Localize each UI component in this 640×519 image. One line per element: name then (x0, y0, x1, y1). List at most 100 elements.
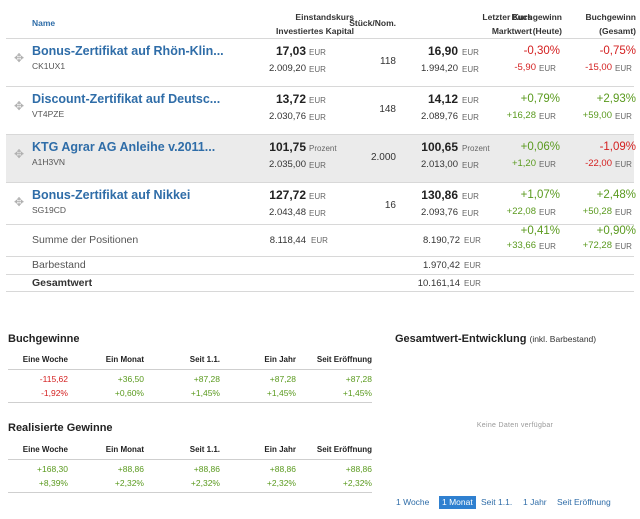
position-wkn: CK1UX1 (32, 61, 66, 71)
summary-today-unit: EUR (539, 242, 556, 251)
position-last-price: 16,90 (427, 44, 458, 58)
position-market-unit: EUR (462, 113, 479, 122)
header-letzter-kurs[interactable]: Letzter Kurs Marktwert (414, 10, 532, 38)
buchgewinne-title: Buchgewinne (8, 333, 80, 345)
position-row: ✥ Bonus-Zertifikat auf Rhön-Klin... CK1UX1… (6, 38, 636, 86)
drag-handle-icon[interactable]: ✥ (14, 51, 25, 65)
position-invested-unit: EUR (309, 65, 326, 74)
position-market-unit: EUR (462, 161, 479, 170)
range-seit-eroeffnung[interactable]: Seit Eröffnung (557, 497, 611, 507)
cash-value: 1.970,42 (423, 260, 460, 271)
total-label: Gesamtwert (32, 277, 93, 289)
drag-handle-icon[interactable]: ✥ (14, 147, 25, 161)
position-invested: 2.030,76 (269, 111, 306, 122)
position-buy-unit: EUR (309, 48, 326, 57)
header-buchgewinn-gesamt[interactable]: Buchgewinn (Gesamt) (570, 10, 636, 38)
buchgewinne-abs-cell: +87,28 (269, 374, 296, 384)
position-market-value: 2.089,76 (421, 111, 458, 122)
realisierte-pct-cell: +2,32% (266, 478, 296, 488)
position-invested: 2.035,00 (269, 159, 306, 170)
position-today-unit: EUR (539, 64, 556, 73)
summary-label: Summe der Positionen (32, 234, 139, 246)
summary-row: Summe der Positionen 8.118,44 EUR 8.190,… (6, 224, 636, 256)
position-row: ✥ Bonus-Zertifikat auf Nikkei SG19CD 127,72… (6, 182, 636, 230)
realisierte-pct-cell: +2,32% (342, 478, 372, 488)
realisierte-pct-cell: +2,32% (114, 478, 144, 488)
position-quantity: 2.000 (370, 152, 396, 163)
position-buy-price: 101,75 (269, 140, 306, 154)
range-1-jahr[interactable]: 1 Jahr (523, 497, 547, 507)
chart-title: Gesamtwert-Entwicklung (inkl. Barbestand… (395, 333, 596, 345)
chart-area: Keine Daten verfügbar (395, 360, 635, 490)
position-market-value: 2.093,76 (421, 207, 458, 218)
header-buchgewinn-label: Buchgewinn (511, 12, 562, 22)
summary-today-pct: +0,41% (520, 225, 560, 237)
position-last-price: 100,65 (421, 140, 458, 154)
drag-handle-icon[interactable]: ✥ (14, 195, 25, 209)
realisierte-header-cell: Seit Eröffnung (316, 445, 372, 454)
divider (8, 492, 372, 493)
total-row: Gesamtwert 10.161,14 EUR (6, 274, 634, 292)
position-title-link[interactable]: KTG Agrar AG Anleihe v.2011... (32, 140, 216, 154)
buchgewinne-header-cell: Seit Eröffnung (316, 355, 372, 364)
buchgewinne-header-cell: Eine Woche (22, 355, 68, 364)
range-seit-1-1[interactable]: Seit 1.1. (481, 497, 513, 507)
drag-handle-icon[interactable]: ✥ (14, 99, 25, 113)
summary-total-pct: +0,90% (596, 225, 636, 237)
portfolio-table-header: Name Einstandskurs Investiertes Kapital S… (6, 8, 636, 38)
header-buchgewinn-label: Buchgewinn (585, 12, 636, 22)
position-total-pct: +2,93% (596, 93, 636, 105)
realisierte-abs-cell: +88,86 (345, 464, 372, 474)
position-today-pct: +0,79% (520, 93, 560, 105)
position-last-unit: EUR (462, 48, 479, 57)
header-einstandskurs-label: Einstandskurs (295, 12, 354, 22)
realisierte-header-cell: Seit 1.1. (189, 445, 220, 454)
buchgewinne-pct-cell: +0,60% (114, 388, 144, 398)
position-buy-unit: EUR (309, 96, 326, 105)
position-title-link[interactable]: Bonus-Zertifikat auf Nikkei (32, 188, 191, 202)
position-today-abs: +1,20 (511, 158, 536, 169)
position-total-pct: +2,48% (596, 189, 636, 201)
position-market-unit: EUR (462, 209, 479, 218)
position-total-unit: EUR (615, 160, 632, 169)
range-1-monat[interactable]: 1 Monat (439, 496, 476, 509)
buchgewinne-table: Eine Woche Ein Monat Seit 1.1. Ein Jahr Seit… (8, 354, 372, 404)
position-last-unit: Prozent (462, 144, 490, 153)
position-total-pct: -0,75% (599, 45, 636, 57)
realisierte-pct-cell: +2,32% (190, 478, 220, 488)
buchgewinne-abs-cell: +87,28 (345, 374, 372, 384)
header-stueck[interactable]: Stück/Nom. (349, 18, 396, 28)
position-total-abs: -15,00 (585, 62, 612, 73)
buchgewinne-pct-cell: -1,92% (41, 388, 68, 398)
total-value: 10.161,14 (417, 278, 460, 289)
position-buy-price: 127,72 (269, 188, 306, 202)
summary-today-abs: +33,66 (506, 240, 536, 251)
header-gesamt-label: (Gesamt) (599, 26, 636, 36)
position-market-value: 1.994,20 (421, 63, 458, 74)
buchgewinne-header-cell: Seit 1.1. (189, 355, 220, 364)
position-invested-unit: EUR (309, 113, 326, 122)
position-today-abs: -5,90 (514, 62, 536, 73)
position-wkn: A1H3VN (32, 157, 66, 167)
summary-invested: 8.118,44 (269, 235, 306, 246)
position-title-link[interactable]: Bonus-Zertifikat auf Rhön-Klin... (32, 44, 224, 58)
realisierte-header: Eine Woche Ein Monat Seit 1.1. Ein Jahr Seit… (8, 444, 372, 458)
divider (8, 459, 372, 460)
realisierte-header-cell: Eine Woche (22, 445, 68, 454)
header-heute-label: (Heute) (532, 26, 562, 36)
header-buchgewinn-heute[interactable]: Buchgewinn (Heute) (496, 10, 562, 38)
position-buy-price: 13,72 (275, 92, 306, 106)
buchgewinne-abs-cell: -115,62 (39, 374, 68, 384)
range-1-woche[interactable]: 1 Woche (396, 497, 430, 507)
realisierte-table: Eine Woche Ein Monat Seit 1.1. Ein Jahr Seit… (8, 444, 372, 494)
position-title-link[interactable]: Discount-Zertifikat auf Deutsc... (32, 92, 221, 106)
header-letzter-kurs-label: Letzter Kurs (482, 12, 532, 22)
realisierte-abs-cell: +88,86 (269, 464, 296, 474)
position-today-unit: EUR (539, 112, 556, 121)
header-name[interactable]: Name (32, 18, 56, 28)
realisierte-abs-cell: +88,86 (117, 464, 144, 474)
header-einstandskurs[interactable]: Einstandskurs Investiertes Kapital (232, 10, 354, 38)
realisierte-header-cell: Ein Monat (105, 445, 144, 454)
position-today-abs: +16,28 (506, 110, 536, 121)
position-wkn: VT4PZE (32, 109, 65, 119)
